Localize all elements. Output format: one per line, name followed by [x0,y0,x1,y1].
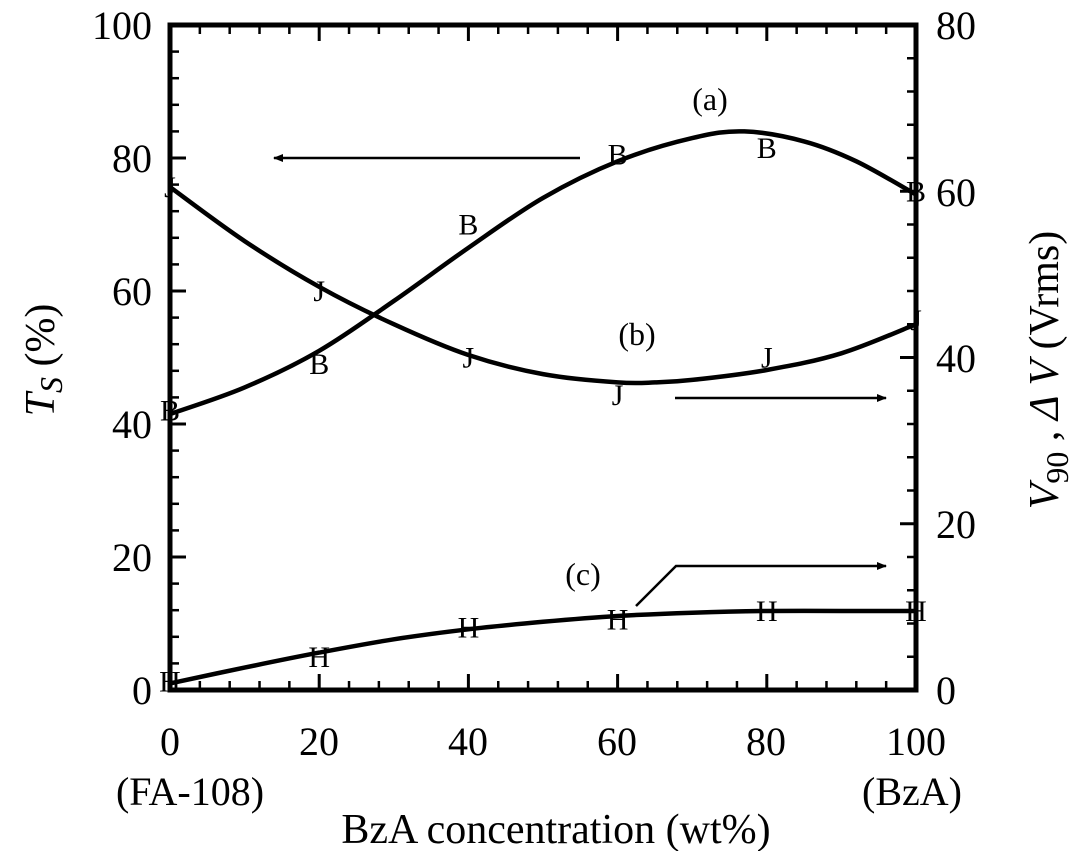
x-tick-40: 40 [448,719,488,764]
x-end-label-right: (BzA) [862,769,962,814]
data-point-c-40: H [458,612,480,645]
data-point-c-60: H [607,603,629,636]
x-tick-0: 0 [160,719,180,764]
data-point-a-80: B [757,132,777,165]
left-tick-labels: 0 20 40 60 80 100 [92,3,152,713]
y-right-title-delta: Δ V [1022,356,1068,422]
y-right-title-unit: (Vrms) [1022,231,1068,360]
y-right-title-main: V [1022,479,1068,509]
y-right-tick-20: 20 [936,502,976,547]
data-point-b-20: J [313,275,325,308]
series-curves [167,129,919,686]
x-axis-title: BzA concentration (wt%) [341,807,770,851]
y-right-tick-0: 0 [936,668,956,713]
x-tick-80: 80 [746,719,786,764]
y-right-tick-80: 80 [936,3,976,48]
arrow-c-right [635,562,887,607]
y-left-tick-80: 80 [112,136,152,181]
x-tick-60: 60 [597,719,637,764]
right-tick-labels: 0 20 40 60 80 [936,3,976,713]
x-tick-labels: 0 20 40 60 80 100 [160,719,946,764]
data-point-b-80: J [761,342,773,375]
y-right-axis-title: V90 , Δ V (Vrms) [1022,231,1075,509]
y-left-title-main: T [18,390,64,416]
data-point-a-40: B [458,209,478,242]
y-right-title-sep: , [1022,420,1068,452]
data-point-c-20: H [308,641,330,674]
y-right-tick-60: 60 [936,170,976,215]
series-line-b [167,184,919,386]
y-left-tick-0: 0 [132,668,152,713]
x-tick-100: 100 [886,719,946,764]
y-left-tick-100: 100 [92,3,152,48]
y-left-tick-60: 60 [112,269,152,314]
series-line-c [167,608,919,686]
y-left-tick-20: 20 [112,535,152,580]
y-left-title-unit: (%) [18,304,64,377]
axis-ticks [168,23,918,692]
x-end-label-left: (FA-108) [116,769,264,814]
x-tick-20: 20 [299,719,339,764]
data-point-c-80: H [756,595,778,628]
data-point-a-20: B [309,348,329,381]
y-right-tick-40: 40 [936,336,976,381]
plot-frame [167,22,919,693]
data-point-b-60: J [612,379,624,412]
series-line-a [167,129,919,417]
curve-label-a: (a) [692,81,728,117]
y-left-tick-40: 40 [112,402,152,447]
y-right-title-sub: 90 [1039,452,1075,484]
y-left-title-sub: S [33,377,69,393]
curve-label-b: (b) [618,316,655,352]
curve-label-c: (c) [565,556,601,592]
y-left-axis-title: TS (%) [18,304,69,417]
data-point-a-60: B [608,139,628,172]
data-point-b-40: J [463,342,475,375]
